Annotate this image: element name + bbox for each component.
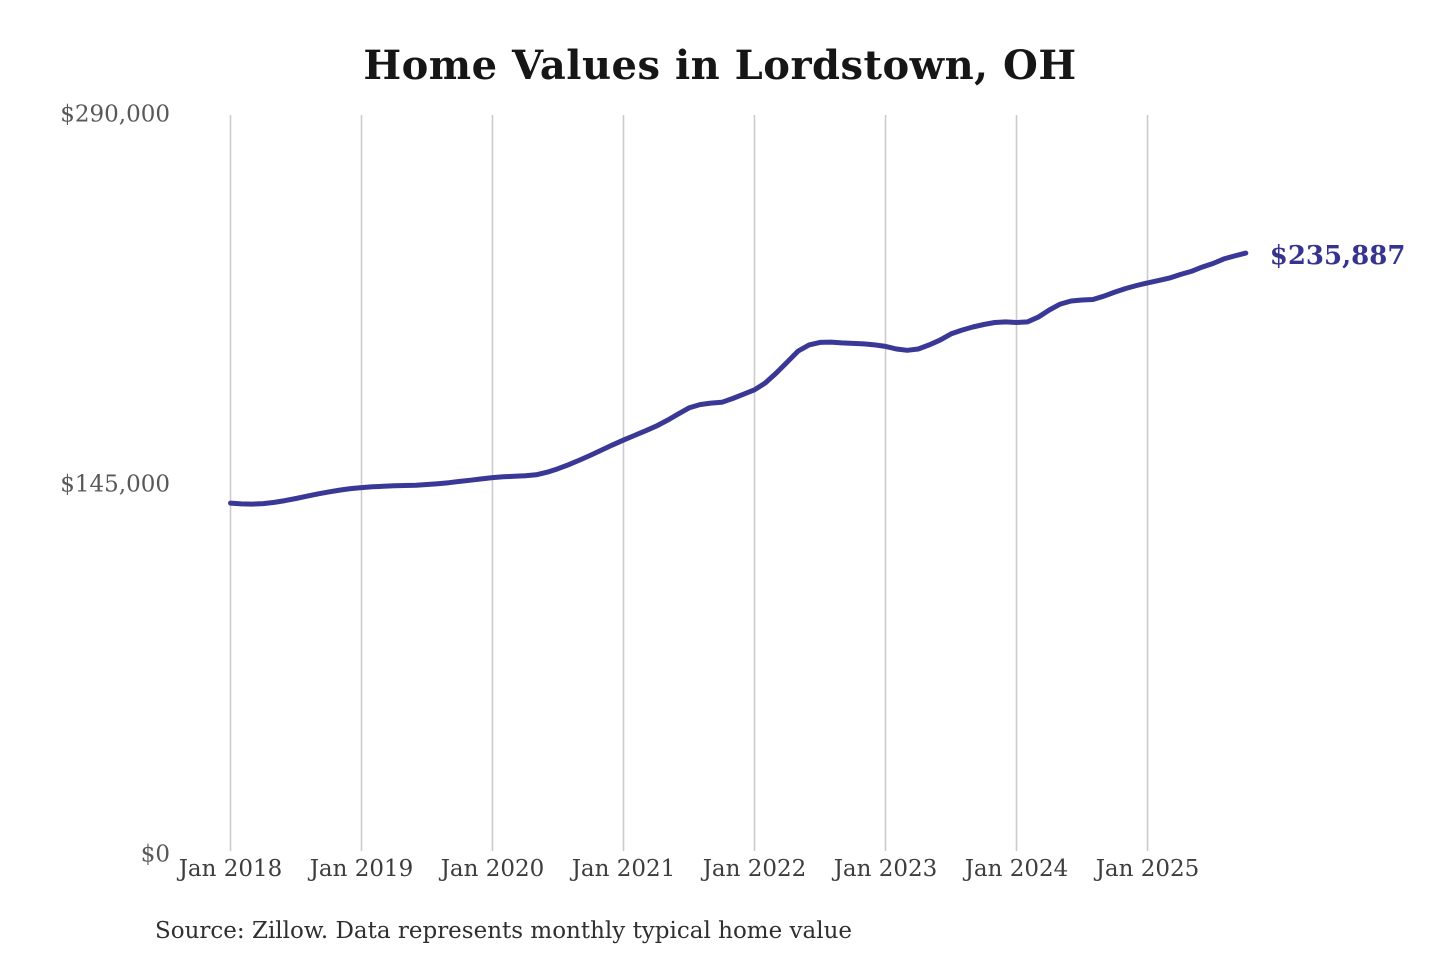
x-tick-label-jan-2025: Jan 2025 bbox=[1095, 856, 1200, 882]
x-tick-label-jan-2022: Jan 2022 bbox=[702, 856, 807, 882]
x-tick-label-jan-2018: Jan 2018 bbox=[178, 856, 283, 882]
x-tick-label-jan-2019: Jan 2019 bbox=[309, 856, 414, 882]
x-tick-label-jan-2023: Jan 2023 bbox=[833, 856, 938, 882]
latest-value-label: $235,887 bbox=[1269, 241, 1406, 272]
x-tick-label-jan-2024: Jan 2024 bbox=[964, 856, 1069, 882]
x-tick-label-jan-2021: Jan 2021 bbox=[571, 856, 676, 882]
home-value-line bbox=[228, 250, 1249, 507]
y-tick-label-145000: $145,000 bbox=[60, 471, 170, 498]
source-attribution: Source: Zillow. Data represents monthly … bbox=[155, 918, 853, 944]
chart-title: Home Values in Lordstown, OH bbox=[363, 42, 1077, 89]
y-tick-label-290000: $290,000 bbox=[60, 101, 170, 128]
y-tick-label-0: $0 bbox=[140, 841, 170, 868]
x-tick-label-jan-2020: Jan 2020 bbox=[440, 856, 545, 882]
